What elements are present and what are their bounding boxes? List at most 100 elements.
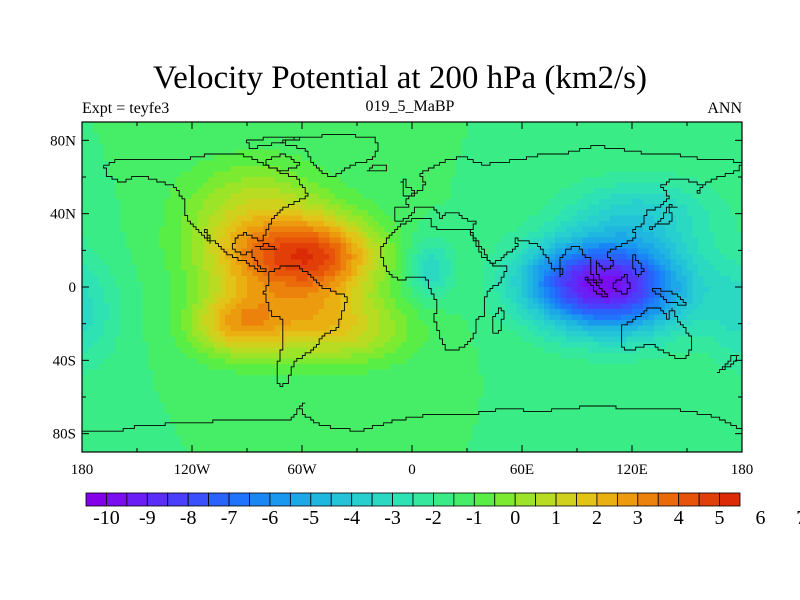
field-cell bbox=[670, 237, 677, 244]
field-cell bbox=[203, 347, 210, 354]
field-cell bbox=[302, 270, 309, 277]
field-cell bbox=[615, 160, 622, 167]
field-cell bbox=[274, 193, 281, 200]
field-cell bbox=[384, 160, 391, 167]
field-cell bbox=[98, 314, 105, 321]
field-cell bbox=[439, 303, 446, 310]
field-cell bbox=[648, 122, 655, 129]
field-cell bbox=[406, 166, 413, 173]
field-cell bbox=[604, 342, 611, 349]
field-cell bbox=[522, 226, 529, 233]
field-cell bbox=[236, 270, 243, 277]
field-cell bbox=[621, 133, 628, 140]
field-cell bbox=[643, 188, 650, 195]
field-cell bbox=[373, 226, 380, 233]
field-cell bbox=[340, 347, 347, 354]
field-cell bbox=[549, 226, 556, 233]
field-cell bbox=[401, 276, 408, 283]
field-cell bbox=[219, 336, 226, 343]
field-cell bbox=[170, 281, 177, 288]
field-cell bbox=[489, 171, 496, 178]
field-cell bbox=[362, 210, 369, 217]
field-cell bbox=[318, 342, 325, 349]
field-cell bbox=[109, 155, 116, 162]
field-cell bbox=[549, 221, 556, 228]
field-cell bbox=[621, 281, 628, 288]
field-cell bbox=[571, 221, 578, 228]
field-cell bbox=[384, 320, 391, 327]
field-cell bbox=[461, 320, 468, 327]
field-cell bbox=[93, 331, 100, 338]
field-cell bbox=[175, 270, 182, 277]
field-cell bbox=[637, 314, 644, 321]
field-cell bbox=[379, 276, 386, 283]
field-cell bbox=[379, 160, 386, 167]
field-cell bbox=[445, 149, 452, 156]
field-cell bbox=[516, 331, 523, 338]
field-cell bbox=[357, 155, 364, 162]
field-cell bbox=[302, 342, 309, 349]
field-cell bbox=[527, 133, 534, 140]
field-cell bbox=[214, 292, 221, 299]
field-cell bbox=[368, 232, 375, 239]
field-cell bbox=[142, 292, 149, 299]
field-cell bbox=[527, 210, 534, 217]
field-cell bbox=[137, 314, 144, 321]
field-cell bbox=[417, 342, 424, 349]
field-cell bbox=[632, 144, 639, 151]
field-cell bbox=[698, 298, 705, 305]
field-cell bbox=[192, 314, 199, 321]
field-cell bbox=[560, 149, 567, 156]
field-cell bbox=[335, 232, 342, 239]
field-cell bbox=[643, 215, 650, 222]
field-cell bbox=[571, 314, 578, 321]
field-cell bbox=[296, 243, 303, 250]
field-cell bbox=[142, 303, 149, 310]
field-cell bbox=[406, 336, 413, 343]
field-cell bbox=[731, 248, 738, 255]
field-cell bbox=[357, 314, 364, 321]
field-cell bbox=[423, 144, 430, 151]
field-cell bbox=[340, 199, 347, 206]
field-cell bbox=[313, 270, 320, 277]
field-cell bbox=[577, 281, 584, 288]
field-cell bbox=[214, 182, 221, 189]
field-cell bbox=[698, 232, 705, 239]
field-cell bbox=[159, 149, 166, 156]
field-cell bbox=[676, 314, 683, 321]
field-cell bbox=[456, 122, 463, 129]
field-cell bbox=[197, 204, 204, 211]
field-cell bbox=[643, 182, 650, 189]
field-cell bbox=[406, 298, 413, 305]
field-cell bbox=[263, 347, 270, 354]
field-cell bbox=[500, 122, 507, 129]
field-cell bbox=[203, 188, 210, 195]
field-cell bbox=[582, 309, 589, 316]
field-cell bbox=[560, 243, 567, 250]
field-cell bbox=[137, 221, 144, 228]
field-cell bbox=[670, 270, 677, 277]
field-cell bbox=[357, 243, 364, 250]
field-cell bbox=[538, 298, 545, 305]
field-cell bbox=[324, 215, 331, 222]
field-cell bbox=[588, 292, 595, 299]
field-cell bbox=[324, 237, 331, 244]
field-cell bbox=[307, 149, 314, 156]
field-cell bbox=[423, 232, 430, 239]
field-cell bbox=[577, 314, 584, 321]
field-cell bbox=[269, 127, 276, 134]
field-cell bbox=[335, 155, 342, 162]
field-cell bbox=[489, 243, 496, 250]
field-cell bbox=[577, 221, 584, 228]
case-label: 019_5_MaBP bbox=[365, 98, 455, 115]
field-cell bbox=[120, 204, 127, 211]
field-cell bbox=[725, 265, 732, 272]
field-cell bbox=[87, 122, 94, 129]
field-cell bbox=[560, 309, 567, 316]
field-cell bbox=[104, 122, 111, 129]
field-cell bbox=[115, 281, 122, 288]
field-cell bbox=[269, 204, 276, 211]
field-cell bbox=[296, 188, 303, 195]
field-cell bbox=[604, 226, 611, 233]
field-cell bbox=[516, 210, 523, 217]
